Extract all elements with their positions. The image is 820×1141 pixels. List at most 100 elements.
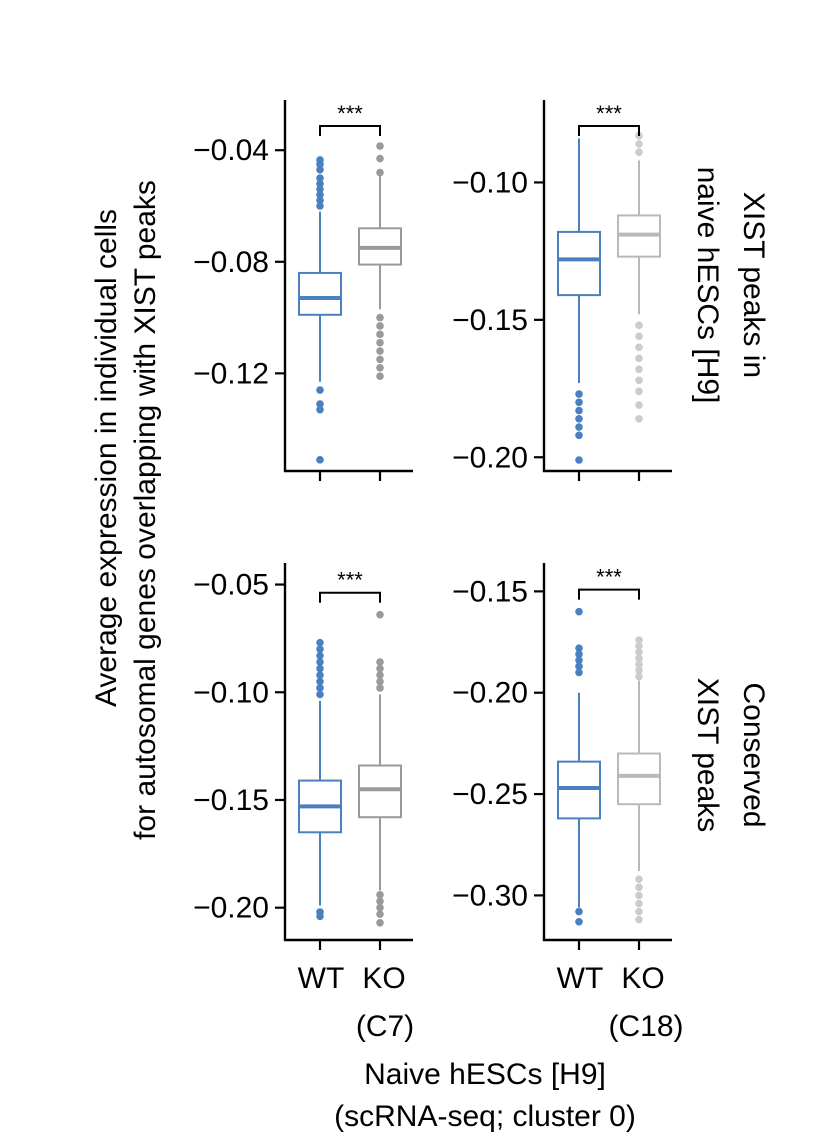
row-label-1-line-1: XIST peaks in (737, 192, 770, 378)
box-iqr (298, 271, 342, 316)
outlier-point (376, 154, 384, 163)
outlier-point (575, 423, 583, 431)
outlier-point (316, 658, 324, 666)
outlier-point (635, 140, 643, 148)
outlier-point (635, 332, 643, 341)
outlier-point (575, 662, 583, 671)
outlier-point (635, 148, 643, 157)
outlier-point (316, 191, 324, 199)
outlier-point (635, 354, 643, 363)
significance-label: *** (596, 101, 622, 126)
outlier-point (316, 690, 324, 699)
y-tick-label: −0.15 (452, 575, 528, 608)
outlier-point (635, 915, 643, 924)
outlier-point (575, 656, 583, 665)
y-tick-label: −0.30 (452, 879, 528, 912)
y-tick-label: −0.20 (452, 677, 528, 710)
y-tick-label: −0.12 (193, 357, 269, 390)
outlier-point (635, 648, 643, 656)
outlier-point (575, 456, 583, 464)
outlier-point (376, 664, 384, 673)
outlier-point (635, 642, 643, 650)
outlier-point (376, 658, 384, 666)
box-iqr (557, 230, 601, 297)
outlier-point (376, 910, 384, 918)
column-subtitle-c7: (C7) (356, 1010, 414, 1043)
outlier-point (376, 142, 384, 150)
y-tick-label: −0.25 (452, 778, 528, 811)
panel-2: −0.10 −0.15 −0.20 *** (452, 100, 672, 481)
box-wt (298, 638, 342, 921)
outlier-point (635, 899, 643, 908)
outlier-point (316, 174, 324, 182)
significance-label: *** (337, 568, 363, 593)
box-iqr (358, 764, 402, 819)
outlier-point (316, 912, 324, 921)
outlier-point (635, 883, 643, 892)
significance-label: *** (596, 565, 622, 590)
outlier-point (376, 610, 384, 619)
outlier-point (376, 338, 384, 347)
outlier-point (376, 363, 384, 372)
outlier-point (575, 431, 583, 440)
outlier-point (575, 607, 583, 616)
outlier-point (635, 907, 643, 916)
outlier-point (376, 372, 384, 380)
outlier-point (635, 672, 643, 681)
row-label-1-line-2: naive hESCs [H9] (691, 167, 724, 404)
outlier-point (635, 654, 643, 663)
outlier-point (575, 668, 583, 677)
x-axis-title-line-2: (scRNA-seq; cluster 0) (334, 1100, 636, 1133)
significance-bracket (578, 125, 640, 136)
outlier-point (376, 355, 384, 364)
outlier-point (376, 684, 384, 692)
box-wt (557, 607, 601, 926)
y-tick-label: −0.20 (452, 441, 528, 474)
significance-bracket (578, 588, 640, 600)
outlier-point (376, 903, 384, 912)
outlier-point (316, 196, 324, 205)
outlier-point (575, 398, 583, 407)
outlier-point (316, 179, 324, 188)
significance-bracket (319, 591, 381, 603)
outlier-point (635, 321, 643, 330)
outlier-point (635, 401, 643, 409)
outlier-point (316, 651, 324, 660)
outlier-point (635, 376, 643, 385)
outlier-point (635, 875, 643, 883)
outlier-point (635, 660, 643, 669)
y-tick-label: −0.10 (193, 676, 269, 709)
outlier-point (316, 160, 324, 168)
outlier-point (316, 677, 324, 686)
outlier-point (635, 365, 643, 374)
outlier-point (575, 406, 583, 415)
outlier-point (575, 907, 583, 916)
outlier-point (316, 185, 324, 194)
y-tick-label: −0.20 (193, 892, 269, 925)
outlier-point (635, 343, 643, 352)
panel-3: −0.05 −0.10 −0.15 −0.20 *** (193, 563, 413, 950)
outlier-point (376, 918, 384, 927)
outlier-point (316, 684, 324, 692)
category-label-c18-ko: KO (621, 962, 664, 995)
outlier-point (316, 165, 324, 174)
outlier-point (376, 677, 384, 686)
box-ko (617, 636, 661, 924)
y-tick-label: −0.10 (452, 166, 528, 199)
box-ko (358, 142, 402, 380)
y-tick-label: −0.08 (193, 246, 269, 279)
outlier-point (575, 917, 583, 926)
outlier-point (635, 636, 643, 644)
box-iqr (617, 752, 661, 806)
outlier-point (316, 671, 324, 679)
column-subtitle-c18: (C18) (608, 1010, 683, 1043)
outlier-point (635, 387, 643, 396)
box-ko (617, 131, 661, 423)
y-tick-label: −0.05 (193, 569, 269, 602)
significance-bracket (319, 125, 381, 136)
outlier-point (575, 390, 583, 398)
y-axis-title-line-2: for autosomal genes overlapping with XIS… (129, 180, 162, 840)
row-label-2-line-1: Conserved (737, 682, 770, 827)
y-axis-title-line-1: Average expression in individual cells (90, 209, 123, 707)
outlier-point (316, 405, 324, 414)
